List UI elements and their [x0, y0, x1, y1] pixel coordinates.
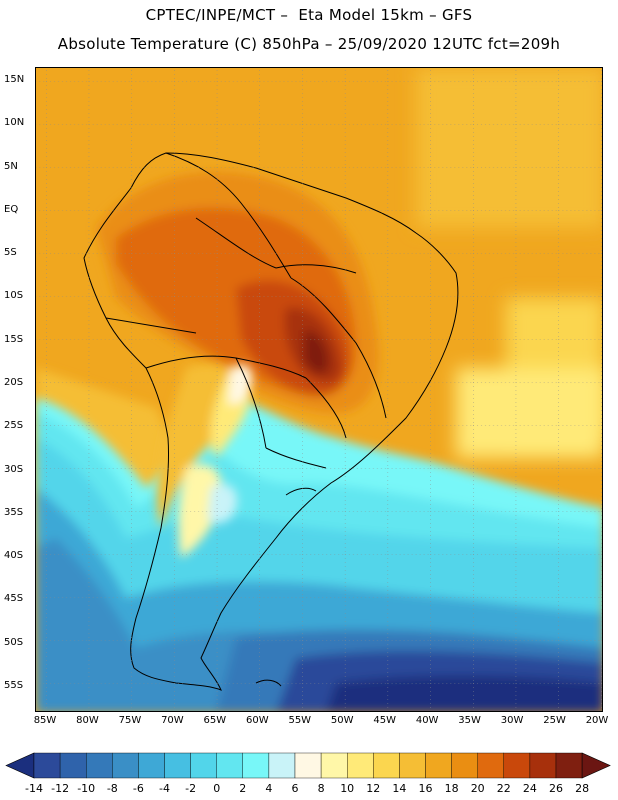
- colorbar-tick-label: 0: [213, 782, 221, 795]
- longitude-label: 35W: [458, 715, 481, 726]
- longitude-label: 25W: [543, 715, 566, 726]
- longitude-label: 20W: [585, 715, 609, 726]
- colorbar-swatch: [373, 752, 400, 779]
- colorbar-tick-label: -4: [159, 782, 170, 795]
- temperature-map: [35, 67, 603, 712]
- map-title-line-1: CPTEC/INPE/MCT – Eta Model 15km – GFS: [145, 6, 473, 24]
- colorbar-swatch: [190, 752, 217, 779]
- latitude-label: 45S: [4, 593, 24, 605]
- longitude-label: 85W: [33, 715, 57, 726]
- colorbar-swatch: [529, 752, 557, 779]
- colorbar-swatch: [59, 752, 87, 779]
- colorbar-swatch: [85, 752, 113, 779]
- latitude-label: 5N: [4, 160, 18, 172]
- colorbar-arrow-high: [581, 752, 611, 779]
- colorbar-tick-label: 22: [496, 782, 511, 795]
- longitude-label: 40W: [415, 715, 439, 726]
- colorbar-tick-label: -6: [132, 782, 144, 795]
- colorbar-tick-label: 12: [366, 782, 381, 795]
- latitude-label: 5S: [4, 247, 17, 259]
- latitude-label: 30S: [4, 463, 24, 475]
- latitude-label: 15N: [4, 74, 25, 85]
- latitude-label: 40S: [4, 550, 24, 562]
- colorbar-swatch: [555, 752, 583, 779]
- longitude-label: 65W: [203, 715, 227, 726]
- colorbar-swatch: [33, 752, 61, 779]
- colorbar-tick-label: 4: [265, 782, 273, 795]
- latitude-label: 15S: [4, 333, 24, 345]
- colorbar-tick-label: 10: [340, 782, 355, 795]
- longitude-label: 55W: [288, 715, 312, 726]
- colorbar-swatch: [320, 752, 348, 779]
- longitude-label: 75W: [118, 715, 142, 726]
- colorbar-tick-label: 8: [317, 782, 325, 795]
- colorbar-swatch: [164, 752, 191, 779]
- colorbar-tick-label: 6: [291, 782, 299, 795]
- colorbar-swatch: [216, 752, 243, 779]
- colorbar-swatch: [425, 752, 452, 779]
- latitude-label: EQ: [4, 203, 19, 215]
- colorbar-tick-label: -12: [51, 782, 70, 795]
- colorbar-tick-label: -10: [77, 782, 96, 795]
- colorbar-tick-label: 14: [392, 782, 407, 795]
- latitude-label: 10N: [4, 117, 25, 129]
- latitude-label: 10S: [4, 290, 24, 302]
- colorbar-swatch: [268, 752, 296, 779]
- colorbar-tick-label: 24: [522, 782, 537, 795]
- longitude-label: 50W: [330, 715, 354, 726]
- colorbar-tick-label: 26: [549, 782, 563, 795]
- longitude-label: 70W: [161, 715, 184, 726]
- latitude-label: 35S: [4, 506, 24, 518]
- map-title-line-2: Absolute Temperature (C) 850hPa – 25/09/…: [57, 35, 561, 53]
- latitude-label: 25S: [4, 420, 24, 432]
- colorbar-tick-label: 28: [575, 782, 590, 795]
- colorbar-tick-label: 18: [444, 782, 459, 795]
- longitude-label: 45W: [373, 715, 396, 726]
- colorbar-swatch: [503, 752, 531, 779]
- colorbar-tick-label: -2: [185, 782, 197, 795]
- longitude-label: 80W: [76, 715, 99, 726]
- temperature-field: [36, 68, 602, 711]
- temperature-colorbar: [5, 752, 611, 779]
- colorbar-swatch: [451, 752, 478, 779]
- colorbar-tick-label: -14: [25, 782, 43, 795]
- colorbar-tick-label: -8: [106, 782, 118, 795]
- colorbar-swatch: [242, 752, 270, 779]
- colorbar-tick-label: 16: [418, 782, 433, 795]
- colorbar-swatch: [347, 752, 374, 779]
- colorbar-swatch: [138, 752, 165, 779]
- latitude-label: 55S: [4, 680, 24, 691]
- latitude-label: 50S: [4, 636, 24, 648]
- colorbar-tick-label: 2: [239, 782, 247, 795]
- longitude-label: 30W: [500, 715, 524, 726]
- latitude-label: 20S: [4, 377, 24, 388]
- colorbar-arrow-low: [5, 752, 35, 779]
- colorbar-swatch: [477, 752, 505, 779]
- colorbar-swatch: [294, 752, 322, 779]
- colorbar-swatch: [399, 752, 426, 779]
- longitude-label: 60W: [245, 715, 269, 726]
- colorbar-swatch: [112, 752, 139, 779]
- colorbar-tick-label: 20: [470, 782, 485, 795]
